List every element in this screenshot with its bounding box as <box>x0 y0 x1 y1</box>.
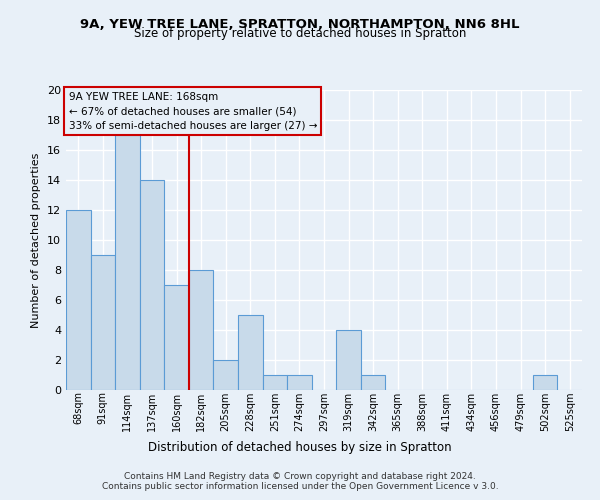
Text: 9A YEW TREE LANE: 168sqm
← 67% of detached houses are smaller (54)
33% of semi-d: 9A YEW TREE LANE: 168sqm ← 67% of detach… <box>68 92 317 131</box>
Bar <box>238 315 263 390</box>
Bar <box>189 270 214 390</box>
Bar <box>336 330 361 390</box>
Text: Distribution of detached houses by size in Spratton: Distribution of detached houses by size … <box>148 441 452 454</box>
Text: Size of property relative to detached houses in Spratton: Size of property relative to detached ho… <box>134 28 466 40</box>
Bar <box>287 375 312 390</box>
Bar <box>361 375 385 390</box>
Bar <box>115 135 140 390</box>
Bar <box>164 285 189 390</box>
Bar <box>140 180 164 390</box>
Bar <box>263 375 287 390</box>
Text: Contains public sector information licensed under the Open Government Licence v : Contains public sector information licen… <box>101 482 499 491</box>
Text: Contains HM Land Registry data © Crown copyright and database right 2024.: Contains HM Land Registry data © Crown c… <box>124 472 476 481</box>
Bar <box>91 255 115 390</box>
Text: 9A, YEW TREE LANE, SPRATTON, NORTHAMPTON, NN6 8HL: 9A, YEW TREE LANE, SPRATTON, NORTHAMPTON… <box>80 18 520 30</box>
Y-axis label: Number of detached properties: Number of detached properties <box>31 152 41 328</box>
Bar <box>533 375 557 390</box>
Bar <box>214 360 238 390</box>
Bar <box>66 210 91 390</box>
